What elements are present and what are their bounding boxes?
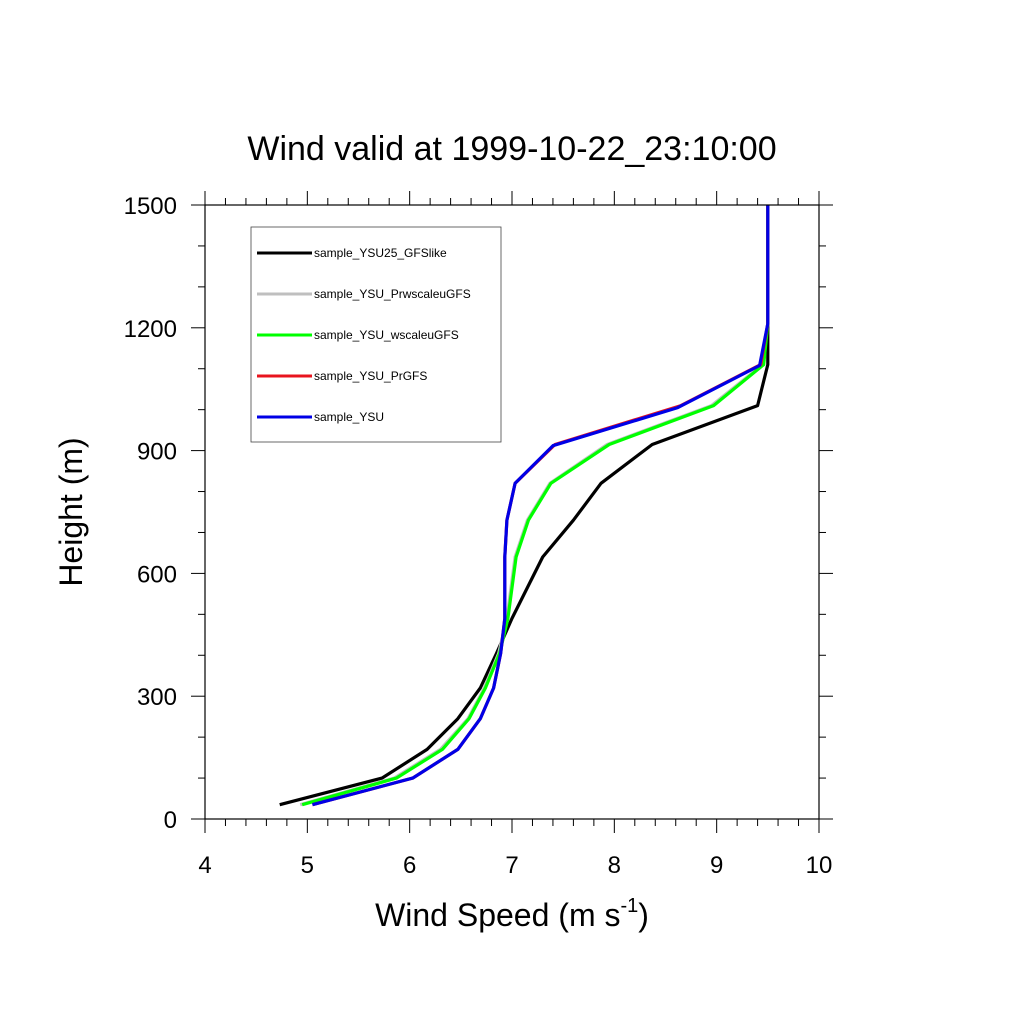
series-line-3 <box>301 205 770 807</box>
legend-label: sample_YSU <box>314 410 384 424</box>
legend-label: sample_YSU_wscaleuGFS <box>314 328 459 342</box>
legend-label: sample_YSU_PrwscaleuGFS <box>314 287 471 301</box>
y-tick-label: 300 <box>137 684 177 711</box>
y-tick-label: 600 <box>137 561 177 588</box>
x-tick-label: 4 <box>198 852 211 879</box>
x-tick-label: 6 <box>403 852 416 879</box>
y-axis-label: Height (m) <box>53 437 89 586</box>
x-tick-label: 5 <box>301 852 314 879</box>
x-tick-label: 7 <box>505 852 518 879</box>
x-axis-label-main: Wind Speed (m s <box>375 897 620 933</box>
series-layer <box>279 205 770 807</box>
ticks-layer: 4 5 6 7 8 9 10 0 300 600 900 1200 1500 <box>124 191 833 879</box>
legend-label: sample_YSU25_GFSlike <box>314 246 447 260</box>
x-axis-label: Wind Speed (m s-1) <box>375 895 649 933</box>
series-line-5 <box>311 205 770 807</box>
y-tick-label: 900 <box>137 439 177 466</box>
x-axis-label-close: ) <box>638 897 649 933</box>
y-tick-label: 1500 <box>124 193 177 220</box>
chart-title: Wind valid at 1999-10-22_23:10:00 <box>247 130 776 168</box>
y-tick-label: 0 <box>164 807 177 834</box>
x-axis-label-exponent: -1 <box>620 895 638 917</box>
y-tick-label: 1200 <box>124 316 177 343</box>
legend-label: sample_YSU_PrGFS <box>314 369 427 383</box>
x-tick-label: 8 <box>608 852 621 879</box>
legend: sample_YSU25_GFSlike sample_YSU_Prwscaleu… <box>250 226 502 443</box>
series-line-1 <box>279 205 770 807</box>
x-tick-label: 9 <box>710 852 723 879</box>
x-tick-label: 10 <box>806 852 833 879</box>
plot-frame <box>204 204 820 820</box>
